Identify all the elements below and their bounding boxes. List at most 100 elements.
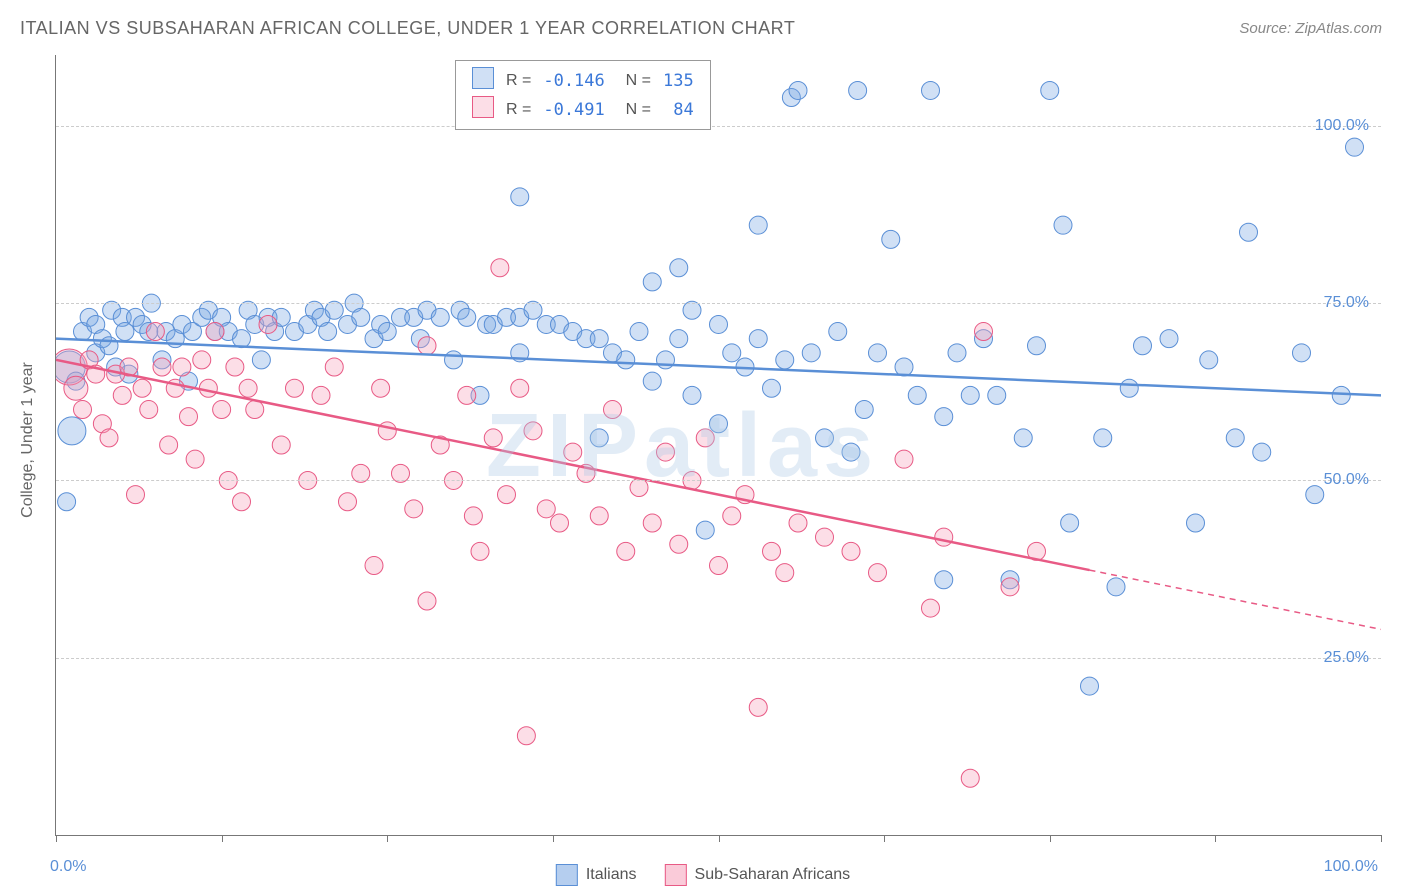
stat-n-label: N = (611, 95, 657, 124)
gridline (56, 480, 1381, 481)
data-point (869, 564, 887, 582)
data-point (206, 323, 224, 341)
data-point (882, 230, 900, 248)
data-point (239, 379, 257, 397)
data-point (988, 386, 1006, 404)
data-point (922, 81, 940, 99)
data-point (710, 315, 728, 333)
x-tick (387, 835, 388, 842)
data-point (643, 514, 661, 532)
gridline (56, 658, 1381, 659)
data-point (226, 358, 244, 376)
data-point (749, 698, 767, 716)
stat-n-value: 135 (657, 66, 700, 95)
x-tick (719, 835, 720, 842)
legend-label: Sub-Saharan Africans (695, 866, 851, 884)
data-point (789, 514, 807, 532)
x-tick (1381, 835, 1382, 842)
data-point (1226, 429, 1244, 447)
chart-title: ITALIAN VS SUBSAHARAN AFRICAN COLLEGE, U… (20, 18, 795, 39)
data-point (710, 415, 728, 433)
data-point (696, 521, 714, 539)
data-point (458, 308, 476, 326)
data-point (491, 259, 509, 277)
stat-r-label: R = (500, 66, 537, 95)
data-point (319, 323, 337, 341)
data-point (1001, 578, 1019, 596)
data-point (604, 401, 622, 419)
data-point (213, 401, 231, 419)
data-point (325, 358, 343, 376)
data-point (180, 408, 198, 426)
y-tick-label: 100.0% (1315, 117, 1369, 135)
data-point (895, 450, 913, 468)
regression-line-dashed (1090, 570, 1382, 629)
data-point (233, 493, 251, 511)
x-tick (56, 835, 57, 842)
data-point (829, 323, 847, 341)
data-point (630, 323, 648, 341)
data-point (365, 557, 383, 575)
x-tick (553, 835, 554, 842)
legend-item: Sub-Saharan Africans (665, 864, 851, 886)
legend-swatch (472, 96, 494, 118)
data-point (537, 500, 555, 518)
data-point (378, 422, 396, 440)
data-point (643, 372, 661, 390)
data-point (590, 507, 608, 525)
data-point (590, 330, 608, 348)
data-point (74, 401, 92, 419)
data-point (869, 344, 887, 362)
data-point (710, 557, 728, 575)
data-point (1346, 138, 1364, 156)
data-point (153, 358, 171, 376)
data-point (405, 500, 423, 518)
data-point (458, 386, 476, 404)
data-point (617, 542, 635, 560)
stat-r-value: -0.146 (537, 66, 610, 95)
regression-line (56, 360, 1090, 570)
data-point (146, 323, 164, 341)
data-point (1200, 351, 1218, 369)
data-point (1306, 486, 1324, 504)
data-point (908, 386, 926, 404)
data-point (1120, 379, 1138, 397)
data-point (683, 386, 701, 404)
data-point (1028, 337, 1046, 355)
y-tick-label: 50.0% (1324, 471, 1369, 489)
data-point (849, 81, 867, 99)
data-point (670, 259, 688, 277)
data-point (418, 337, 436, 355)
data-point (895, 358, 913, 376)
data-point (1160, 330, 1178, 348)
data-point (372, 379, 390, 397)
data-point (961, 386, 979, 404)
data-point (948, 344, 966, 362)
data-point (670, 330, 688, 348)
data-point (842, 542, 860, 560)
data-point (789, 81, 807, 99)
data-point (193, 351, 211, 369)
y-tick-label: 25.0% (1324, 649, 1369, 667)
data-point (749, 216, 767, 234)
x-tick (884, 835, 885, 842)
data-point (133, 379, 151, 397)
source-name: ZipAtlas.com (1295, 20, 1382, 37)
y-axis-title: College, Under 1 year (19, 362, 37, 518)
data-point (1107, 578, 1125, 596)
data-point (816, 429, 834, 447)
x-tick (1050, 835, 1051, 842)
data-point (339, 493, 357, 511)
data-point (922, 599, 940, 617)
data-point (113, 386, 131, 404)
data-point (140, 401, 158, 419)
data-point (590, 429, 608, 447)
data-point (657, 443, 675, 461)
data-point (173, 358, 191, 376)
data-point (723, 507, 741, 525)
legend-stats-box: R =-0.146 N =135R =-0.491 N =84 (455, 60, 711, 130)
y-tick-label: 75.0% (1324, 294, 1369, 312)
stat-r-label: R = (500, 95, 537, 124)
data-point (378, 323, 396, 341)
data-point (1041, 81, 1059, 99)
